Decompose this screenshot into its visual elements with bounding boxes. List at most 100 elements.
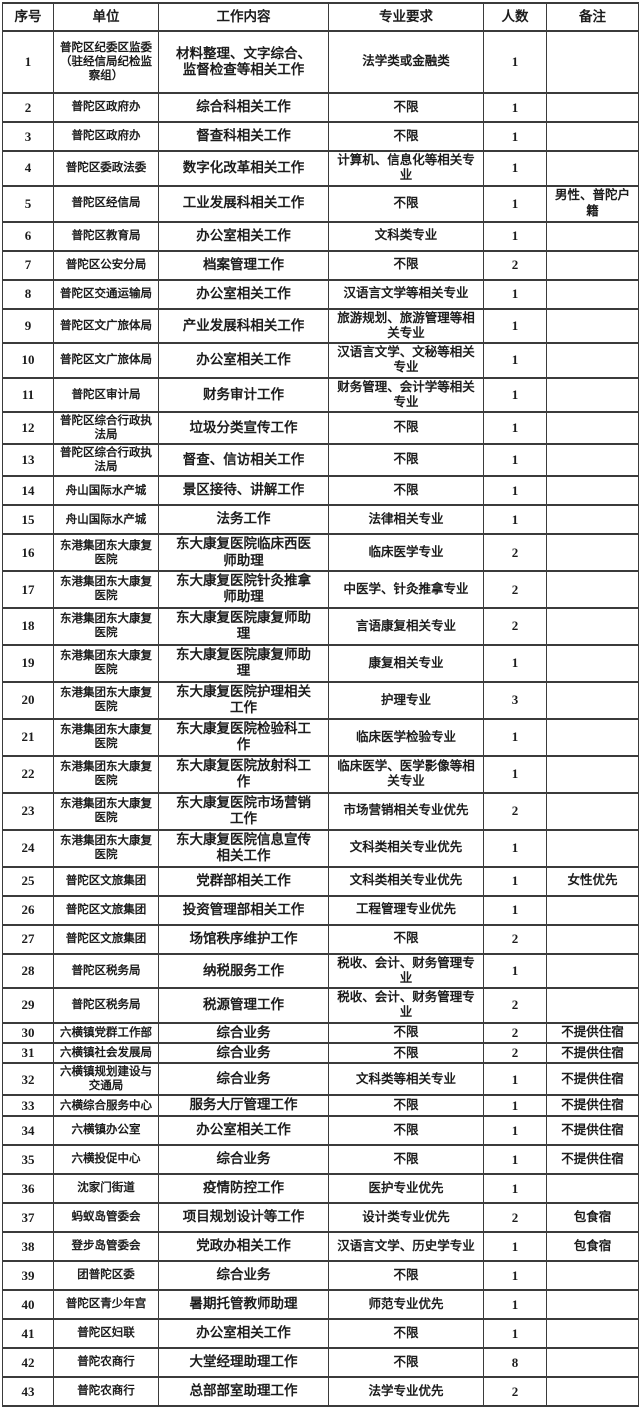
cell-unit: 普陀农商行 (53, 1375, 159, 1407)
cell-note: 包食宿 (546, 1230, 639, 1262)
cell-note (546, 475, 639, 507)
cell-unit: 六横镇办公室 (53, 1114, 159, 1146)
cell-note: 男性、普陀户籍 (546, 184, 639, 223)
cell-count: 2 (483, 923, 547, 955)
cell-req: 不限 (328, 92, 484, 123)
cell-note (546, 342, 639, 379)
cell-work: 数字化改革相关工作 (158, 150, 329, 187)
header-row: 序号 单位 工作内容 专业要求 人数 备注 (2, 2, 639, 32)
cell-count: 2 (483, 1375, 547, 1407)
cell-count: 2 (483, 791, 547, 831)
cell-req: 设计类专业优先 (328, 1201, 484, 1233)
cell-note (546, 30, 639, 94)
cell-count: 2 (483, 533, 547, 572)
cell-no: 19 (2, 643, 54, 683)
cell-unit: 普陀区经信局 (53, 184, 159, 223)
table-row: 23 东港集团东大康复医院 东大康复医院市场营销工作 市场营销相关专业优先 2 (2, 791, 639, 831)
cell-no: 9 (2, 307, 54, 344)
table-row: 29 普陀区税务局 税源管理工作 税收、会计、财务管理专业 2 (2, 987, 639, 1024)
cell-count: 1 (483, 754, 547, 794)
cell-unit: 普陀区文广旅体局 (53, 342, 159, 379)
cell-no: 34 (2, 1114, 54, 1146)
cell-no: 32 (2, 1062, 54, 1097)
table-row: 11 普陀区审计局 财务审计工作 财务管理、会计学等相关专业 1 (2, 376, 639, 413)
cell-req: 不限 (328, 1259, 484, 1291)
cell-count: 1 (483, 1288, 547, 1320)
cell-no: 4 (2, 150, 54, 187)
cell-count: 1 (483, 376, 547, 413)
cell-req: 中医学、针灸推拿专业 (328, 570, 484, 609)
cell-count: 1 (483, 307, 547, 344)
cell-count: 2 (483, 1021, 547, 1044)
table-row: 8 普陀区交通运输局 办公室相关工作 汉语言文学等相关专业 1 (2, 278, 639, 310)
table-row: 36 沈家门街道 疫情防控工作 医护专业优先 1 (2, 1172, 639, 1204)
cell-note (546, 643, 639, 683)
cell-no: 23 (2, 791, 54, 831)
cell-unit: 舟山国际水产城 (53, 504, 159, 536)
cell-req: 文科类等相关专业 (328, 1062, 484, 1097)
cell-no: 7 (2, 249, 54, 281)
header-req: 专业要求 (328, 2, 484, 32)
cell-work: 东大康复医院针灸推拿师助理 (158, 570, 329, 609)
cell-no: 27 (2, 923, 54, 955)
cell-note: 不提供住宿 (546, 1041, 639, 1065)
table-row: 17 东港集团东大康复医院 东大康复医院针灸推拿师助理 中医学、针灸推拿专业 2 (2, 570, 639, 609)
table-row: 7 普陀区公安分局 档案管理工作 不限 2 (2, 249, 639, 281)
table-row: 41 普陀区妇联 办公室相关工作 不限 1 (2, 1317, 639, 1349)
cell-req: 财务管理、会计学等相关专业 (328, 376, 484, 413)
cell-unit: 普陀区公安分局 (53, 249, 159, 281)
cell-note (546, 1172, 639, 1204)
cell-note (546, 828, 639, 868)
cell-work: 景区接待、讲解工作 (158, 475, 329, 507)
cell-unit: 东港集团东大康复医院 (53, 717, 159, 757)
cell-count: 1 (483, 1094, 547, 1117)
cell-note (546, 1317, 639, 1349)
cell-unit: 普陀区审计局 (53, 376, 159, 413)
cell-req: 税收、会计、财务管理专业 (328, 987, 484, 1024)
cell-count: 1 (483, 1062, 547, 1097)
cell-req: 不限 (328, 1143, 484, 1175)
cell-req: 临床医学、医学影像等相关专业 (328, 754, 484, 794)
table-row: 5 普陀区经信局 工业发展科相关工作 不限 1 男性、普陀户籍 (2, 184, 639, 223)
cell-unit: 普陀区政府办 (53, 121, 159, 152)
cell-work: 东大康复医院市场营销工作 (158, 791, 329, 831)
cell-work: 总部部室助理工作 (158, 1375, 329, 1407)
cell-note (546, 680, 639, 720)
cell-no: 31 (2, 1041, 54, 1065)
table-row: 13 普陀区综合行政执法局 督查、信访相关工作 不限 1 (2, 443, 639, 478)
cell-work: 东大康复医院检验科工作 (158, 717, 329, 757)
cell-unit: 普陀区妇联 (53, 1317, 159, 1349)
cell-no: 3 (2, 121, 54, 152)
cell-unit: 东港集团东大康复医院 (53, 828, 159, 868)
table-body: 1 普陀区纪委区监委（驻经信局纪检监察组） 材料整理、文字综合、监督检查等相关工作法… (2, 30, 639, 1407)
table-row: 35 六横投促中心 综合业务 不限 1 不提供住宿 (2, 1143, 639, 1175)
cell-req: 工程管理专业优先 (328, 894, 484, 926)
cell-no: 12 (2, 410, 54, 446)
cell-no: 11 (2, 376, 54, 413)
cell-unit: 六横镇党群工作部 (53, 1021, 159, 1044)
cell-count: 2 (483, 1201, 547, 1233)
cell-no: 26 (2, 894, 54, 926)
cell-note (546, 791, 639, 831)
cell-work: 办公室相关工作 (158, 220, 329, 252)
cell-no: 37 (2, 1201, 54, 1233)
header-work: 工作内容 (158, 2, 329, 32)
cell-note (546, 717, 639, 757)
cell-unit: 沈家门街道 (53, 1172, 159, 1204)
table-row: 26 普陀区文旅集团 投资管理部相关工作 工程管理专业优先 1 (2, 894, 639, 926)
cell-req: 医护专业优先 (328, 1172, 484, 1204)
cell-unit: 普陀农商行 (53, 1346, 159, 1378)
cell-req: 师范专业优先 (328, 1288, 484, 1320)
cell-note: 不提供住宿 (546, 1143, 639, 1175)
cell-work: 法务工作 (158, 504, 329, 536)
cell-note (546, 952, 639, 989)
cell-count: 1 (483, 865, 547, 897)
header-note: 备注 (546, 2, 639, 32)
cell-req: 不限 (328, 121, 484, 152)
cell-unit: 六横投促中心 (53, 1143, 159, 1175)
cell-count: 1 (483, 952, 547, 989)
cell-work: 办公室相关工作 (158, 342, 329, 379)
cell-count: 1 (483, 894, 547, 926)
cell-req: 法学专业优先 (328, 1375, 484, 1407)
cell-no: 5 (2, 184, 54, 223)
